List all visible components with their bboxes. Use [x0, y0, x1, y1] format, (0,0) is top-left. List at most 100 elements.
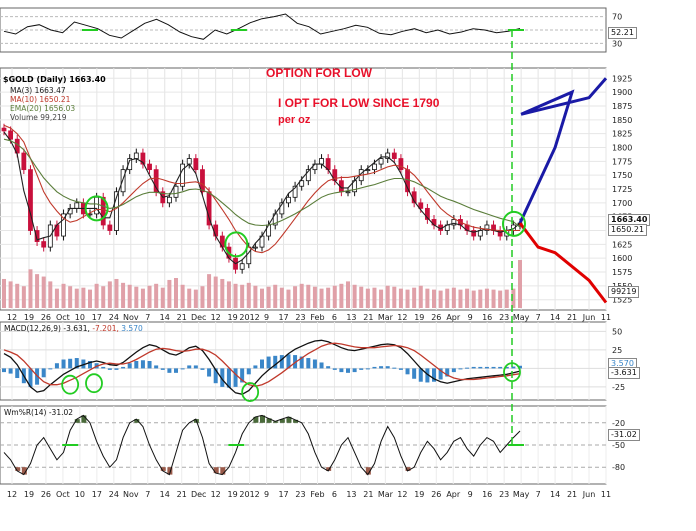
volume-bar — [134, 286, 139, 308]
macd-value-3: 3.570 — [121, 324, 143, 333]
x-tick-label: 24 — [109, 313, 119, 322]
macd-histogram-bar — [398, 368, 403, 370]
candle-body — [21, 152, 27, 171]
volume-bar — [187, 288, 192, 308]
y-axis-ticks: 3050701525155015751600162516501675170017… — [612, 13, 632, 473]
y-tick-label: 50 — [612, 327, 622, 336]
macd-histogram-bar — [365, 368, 370, 370]
volume-bar — [279, 287, 284, 308]
volume-bar — [425, 288, 430, 308]
volume-bar — [35, 274, 40, 308]
x-tick-label: 19 — [414, 313, 424, 322]
x-tick-label: 11 — [601, 313, 611, 322]
volume-bar — [266, 286, 271, 308]
candle-body — [107, 224, 113, 231]
volume-bar — [346, 281, 350, 308]
volume-bar — [379, 289, 384, 308]
x-tick-label: 9 — [468, 490, 473, 499]
y-tick-label: 1900 — [612, 88, 632, 97]
macd-histogram-bar — [207, 368, 212, 377]
macd-histogram-bar — [134, 361, 139, 369]
candle-body — [252, 246, 258, 249]
volume-bar — [21, 286, 26, 308]
wr-overbought-fill — [273, 421, 279, 423]
x-tick-label: 19 — [228, 490, 238, 499]
wr-oversold-fill — [213, 467, 219, 474]
legend-ema20: EMA(20) 1656.03 — [10, 104, 76, 113]
y-tick-label: 1800 — [612, 143, 632, 152]
volume-bar — [15, 283, 20, 308]
y-tick-label: -20 — [612, 419, 625, 428]
x-tick-label: 19 — [24, 490, 34, 499]
wr-oversold-fill — [365, 467, 371, 475]
macd-tag-b: -3.631 — [608, 367, 640, 379]
x-tick-label: 9 — [264, 313, 269, 322]
rsi-line — [3, 13, 521, 40]
x-tick-label: Mar — [378, 490, 394, 499]
wr-overbought-fill — [286, 416, 292, 423]
wr-oversold-fill — [405, 467, 411, 471]
macd-histogram-bar — [412, 368, 417, 379]
x-axis-ticks: 12 12 19 19 26 26 Oct Oct 10 10 17 17 24 24 Nov Nov 7 7 14… — [7, 313, 611, 499]
volume-bar — [54, 288, 59, 308]
macd-histogram-bar — [226, 368, 231, 388]
x-tick-label: 19 — [24, 313, 34, 322]
volume-bar — [147, 285, 152, 308]
candle-body — [166, 196, 172, 204]
volume-bar — [293, 286, 298, 308]
macd-histogram-bar — [193, 365, 198, 369]
volume-bar — [286, 289, 291, 308]
price-ma-tag: 1650.21 — [608, 224, 648, 236]
macd-histogram-bar — [471, 366, 476, 369]
candle-body — [140, 152, 146, 165]
moving-averages — [3, 124, 521, 265]
x-tick-label: 7 — [145, 313, 150, 322]
volume-bar — [471, 290, 476, 308]
macd-histogram-bar — [286, 354, 291, 369]
candle-body — [120, 169, 126, 193]
macd-histogram-bar — [511, 366, 516, 369]
macd-histogram-bar — [147, 361, 152, 369]
y-tick-label: 30 — [612, 39, 622, 48]
macd-histogram-bar — [352, 368, 357, 373]
wr-overbought-fill — [134, 419, 140, 423]
x-tick-label: May — [513, 490, 530, 499]
x-tick-label: 23 — [499, 313, 509, 322]
y-tick-label: 70 — [612, 13, 622, 22]
volume-bar — [226, 281, 231, 308]
macd-histogram-bar — [246, 368, 251, 375]
x-tick-label: 6 — [332, 490, 337, 499]
y-tick-label: 1625 — [612, 240, 632, 249]
macd-histogram-bar — [54, 363, 59, 369]
x-tick-label: Nov — [123, 490, 139, 499]
x-tick-label: 2012 — [239, 313, 259, 322]
volume-bar — [101, 286, 106, 308]
macd-histogram-bar — [48, 368, 53, 370]
y-tick-label: 1875 — [612, 102, 632, 111]
x-tick-label: 26 — [431, 490, 441, 499]
macd-histogram-bar — [432, 368, 436, 382]
projection-lines — [518, 77, 608, 304]
rsi-panel — [0, 13, 606, 44]
projection-down-line — [518, 222, 608, 304]
macd-histogram-bar — [220, 368, 225, 387]
volume-bar — [260, 288, 264, 308]
x-tick-label: 14 — [160, 313, 170, 322]
x-tick-label: 6 — [332, 313, 337, 322]
green-markers — [61, 29, 526, 446]
y-tick-label: -50 — [612, 441, 625, 450]
candle-body — [114, 191, 119, 231]
volume-bar — [107, 281, 112, 308]
macd-histogram-bar — [114, 368, 119, 370]
volume-bar — [372, 287, 377, 308]
volume-bar — [365, 288, 370, 308]
macd-line — [3, 339, 521, 395]
x-tick-label: 12 — [211, 313, 221, 322]
candle-body — [94, 196, 100, 215]
candle-body — [246, 246, 252, 265]
x-tick-label: 26 — [41, 313, 51, 322]
x-tick-label: 17 — [278, 490, 288, 499]
x-tick-label: 21 — [177, 313, 187, 322]
macd-histogram-bar — [61, 359, 66, 369]
